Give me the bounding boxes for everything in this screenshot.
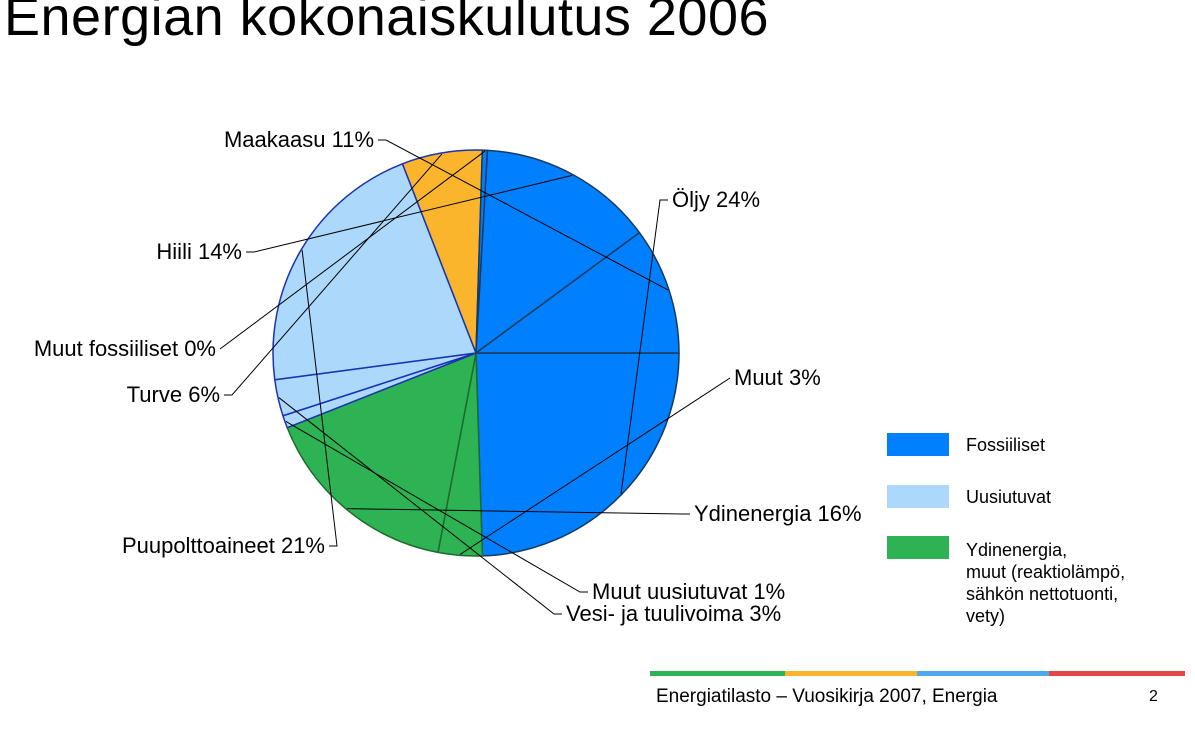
leader-line-muut — [459, 377, 731, 555]
slice-label-turve: Turve 6% — [127, 382, 220, 407]
pie-slice-hiili — [475, 149, 641, 354]
leader-line-puupolttoaineet — [301, 250, 338, 547]
page-title: Energian kokonaiskulutus 2006 — [4, 0, 770, 47]
slice-label-muut-uusiutuvat: Muut uusiutuvat 1% — [592, 579, 785, 604]
legend-swatch-nuclear — [887, 536, 949, 559]
legend-swatch-renewable — [887, 485, 949, 508]
slice-label-maakaasu: Maakaasu 11% — [224, 127, 374, 152]
slice-label-hiili: Hiili 14% — [156, 239, 242, 264]
leader-line-turve — [224, 153, 443, 396]
page-number: 2 — [1149, 688, 1158, 705]
leader-line-ydinenergia — [347, 508, 690, 515]
pie-slice-maakaasu — [475, 231, 680, 354]
footer-bar-yellow — [785, 671, 917, 676]
pie-slice-puupolttoaineet — [272, 163, 477, 381]
leader-line-maakaasu — [378, 139, 669, 291]
slice-label-ydinenergia: Ydinenergia 16% — [694, 501, 862, 526]
legend-label-nuclear: Ydinenergia, muut (reaktiolämpö, sähkön … — [966, 540, 1126, 626]
footer-bar-red — [1049, 671, 1185, 676]
slice-label-oljy: Öljy 24% — [672, 187, 760, 212]
leader-line-vesi-ja-tuulivoima — [278, 397, 562, 615]
footer-source: Energiatilasto – Vuosikirja 2007, Energi… — [656, 686, 998, 707]
pie-slice-ydinenergia — [286, 352, 477, 554]
leader-line-muut-fossiiliset — [219, 150, 486, 350]
slice-label-vesi-ja-tuulivoima: Vesi- ja tuulivoima 3% — [566, 601, 781, 626]
pie-slice-oljy — [475, 352, 680, 557]
legend-label-fossil: Fossiiliset — [966, 435, 1046, 455]
legend-swatch-fossil — [887, 433, 949, 456]
legend-label-renewable: Uusiutuvat — [966, 487, 1052, 507]
footer-bar-blue — [917, 671, 1049, 676]
slice-label-puupolttoaineet: Puupolttoaineet 21% — [122, 533, 325, 558]
footer-bar-green — [650, 671, 785, 676]
slice-label-muut: Muut 3% — [734, 365, 821, 390]
leader-line-oljy — [620, 199, 668, 494]
slice-label-muut-fossiiliset: Muut fossiiliset 0% — [34, 336, 216, 361]
leader-line-muut-uusiutuvat — [285, 420, 588, 593]
leader-line-hiili — [246, 174, 573, 253]
